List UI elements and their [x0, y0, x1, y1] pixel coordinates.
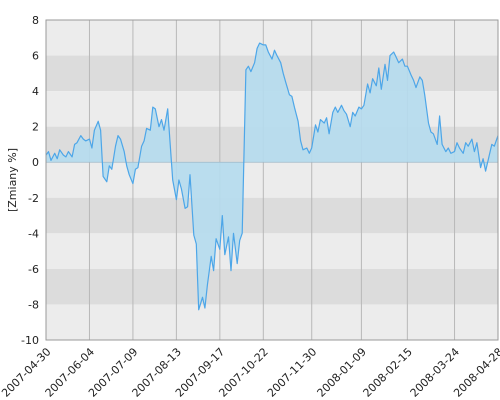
y-axis-title: [Zmiany %] [6, 148, 19, 212]
y-tick-label: -6 [28, 263, 39, 276]
y-tick-label: 0 [32, 156, 39, 169]
background-band [46, 233, 498, 269]
y-axis-tick-labels: 8 6 4 2 0 -2 -4 -6 -8 -10 [21, 14, 39, 347]
y-tick-label: -10 [21, 334, 39, 347]
background-band [46, 162, 498, 198]
y-tick-label: -8 [28, 298, 39, 311]
series-line-layer [45, 42, 499, 311]
y-tick-label: 2 [32, 121, 39, 134]
y-tick-label: -4 [28, 227, 39, 240]
x-axis-tick-labels: 2007-04-302007-06-042007-07-092007-08-13… [0, 345, 500, 399]
x-tick-label: 2007-11-30 [265, 345, 319, 399]
area-layer [46, 43, 498, 310]
series-area-fill [46, 43, 498, 310]
x-tick-label: 2008-02-15 [361, 345, 415, 399]
background-band [46, 268, 498, 305]
background-band [46, 20, 498, 56]
y-tick-label: 4 [32, 85, 39, 98]
y-tick-label: 6 [32, 50, 39, 63]
y-tick-label: 8 [32, 14, 39, 27]
background-band [46, 197, 498, 234]
series-line [45, 42, 499, 311]
background-band [46, 304, 498, 340]
y-tick-label: -2 [28, 192, 39, 205]
plot-frame [45, 19, 499, 341]
